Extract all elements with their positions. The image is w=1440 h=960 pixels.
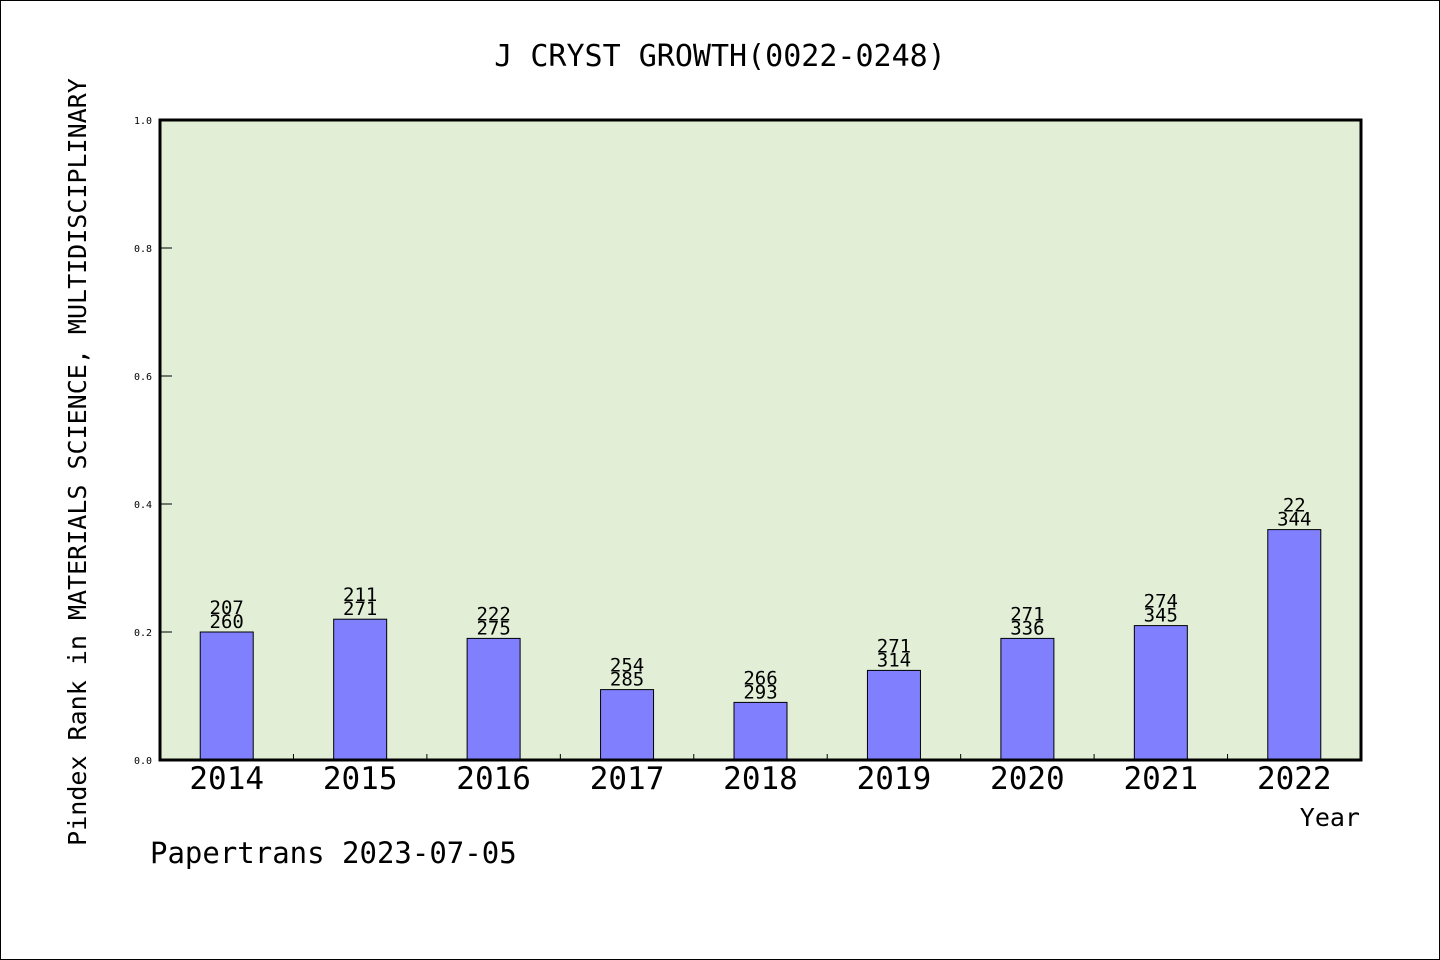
bar-2022 — [1267, 529, 1322, 761]
y-axis-label: Pindex Rank in MATERIALS SCIENCE, MULTID… — [63, 78, 92, 846]
y-axis-ticks: 0.0 0.2 0.4 0.6 0.8 1.0 — [134, 116, 172, 767]
x-tick-label: 2017 — [590, 761, 665, 797]
bar-total-label: 345 — [1144, 605, 1178, 627]
bar-2016 — [466, 637, 521, 761]
y-tick-label: 0.4 — [134, 500, 152, 511]
bar-2017 — [600, 689, 655, 761]
x-tick-label: 2019 — [857, 761, 932, 797]
bar-total-label: 285 — [610, 669, 644, 691]
bar-total-label: 344 — [1277, 509, 1311, 531]
bar-rank-label: 207 — [210, 597, 244, 619]
bar-rank-label: 266 — [743, 667, 777, 689]
bar-2021 — [1133, 625, 1188, 761]
x-tick-label: 2014 — [189, 761, 264, 797]
bar-total-label: 293 — [743, 681, 777, 703]
bar-2019 — [866, 669, 921, 761]
bar-2018 — [733, 701, 788, 761]
bar-2014 — [199, 631, 254, 761]
bar-2020 — [1000, 637, 1055, 761]
x-tick-label: 2021 — [1124, 761, 1199, 797]
bar-rank-label: 254 — [610, 655, 644, 677]
y-tick-label: 0.8 — [134, 244, 152, 255]
x-axis-label: Year — [1300, 803, 1360, 832]
bar-rank-label: 211 — [343, 584, 377, 606]
bar-total-label: 275 — [476, 617, 510, 639]
bar-total-label: 260 — [210, 611, 244, 633]
y-tick-label: 0.6 — [134, 372, 152, 383]
x-axis-ticks: 2014 2015 2016 2017 2018 2019 2020 2021 2022 — [189, 754, 1332, 797]
x-tick-label: 2015 — [323, 761, 398, 797]
bar-rank-label: 22 — [1283, 495, 1306, 517]
x-tick-label: 2020 — [990, 761, 1065, 797]
y-tick-label: 0.0 — [134, 756, 152, 767]
x-tick-label: 2018 — [723, 761, 798, 797]
bars — [199, 529, 1322, 761]
x-tick-label: 2022 — [1257, 761, 1332, 797]
bar-rank-label: 271 — [877, 635, 911, 657]
bar-rank-label: 222 — [476, 603, 510, 625]
bar-total-label: 336 — [1010, 617, 1044, 639]
plot-border — [158, 118, 1363, 762]
bar-rank-label: 274 — [1144, 591, 1178, 613]
x-tick-label: 2016 — [456, 761, 531, 797]
y-tick-label: 1.0 — [134, 116, 152, 127]
bar-rank-label: 271 — [1010, 603, 1044, 625]
bar-total-label: 271 — [343, 598, 377, 620]
y-tick-label: 0.2 — [134, 628, 152, 639]
bar-2015 — [333, 618, 388, 761]
bar-total-label: 314 — [877, 649, 911, 671]
chart-title: J CRYST GROWTH(0022-0248) — [494, 39, 946, 74]
footer-credit: Papertrans 2023-07-05 — [150, 836, 517, 870]
